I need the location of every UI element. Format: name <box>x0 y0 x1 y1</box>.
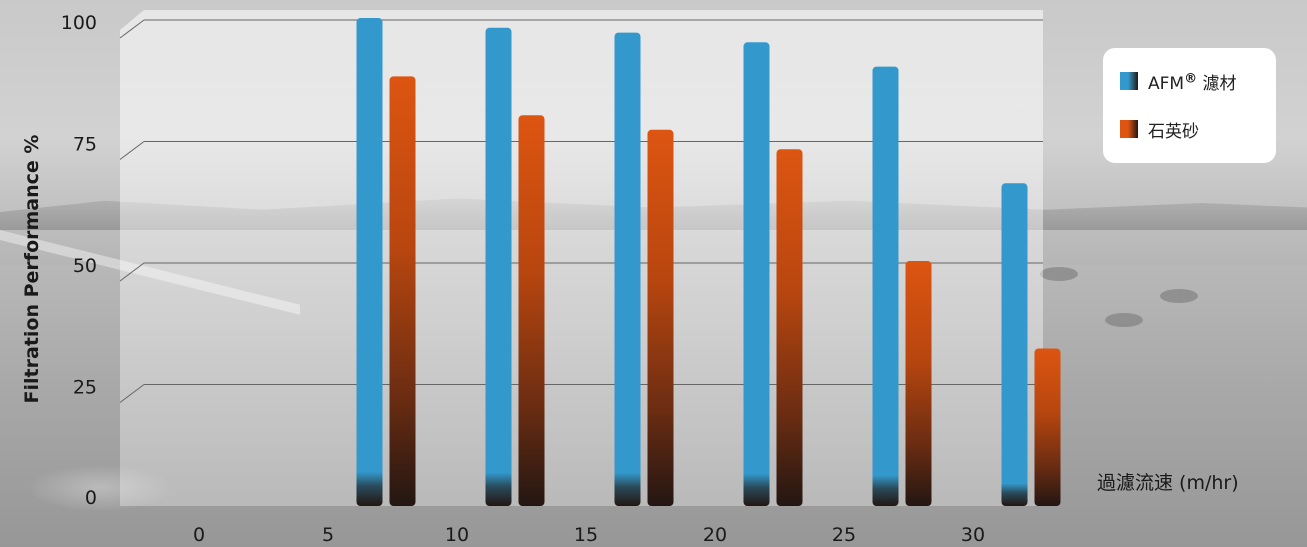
bar-afm <box>1001 183 1028 507</box>
background-post <box>1040 267 1078 281</box>
x-tick-label: 25 <box>832 524 856 546</box>
y-tick-label: 50 <box>73 255 97 277</box>
background-post <box>1160 289 1198 303</box>
bar-quartz-sand <box>776 149 803 506</box>
y-tick-label: 25 <box>73 377 97 399</box>
x-tick-label: 20 <box>703 524 727 546</box>
background-post <box>1105 313 1143 327</box>
y-axis-ticks: 0 25 50 75 100 <box>61 12 97 509</box>
bar-afm <box>872 66 899 506</box>
x-tick-label: 5 <box>322 524 334 546</box>
gridline-bevel <box>119 141 145 160</box>
bar-afm <box>356 18 383 506</box>
legend-item-afm: AFM® 濾材 <box>1120 66 1236 96</box>
gridline-bevel <box>119 19 145 39</box>
plot-area <box>120 10 1043 506</box>
y-tick-label: 0 <box>85 487 97 509</box>
x-tick-label: 10 <box>445 524 469 546</box>
legend-item-quartz-sand: 石英砂 <box>1120 114 1199 144</box>
x-axis-ticks: 0 5 10 15 20 25 30 <box>193 524 985 546</box>
legend-label-afm-suffix: 濾材 <box>1197 73 1237 94</box>
legend-label-afm-base: AFM <box>1148 73 1185 94</box>
bar-afm <box>743 42 770 507</box>
bar-afm <box>614 32 641 506</box>
legend-swatch-quartz-sand <box>1120 120 1138 138</box>
x-axis-label: 過濾流速 (m/hr) <box>1097 472 1239 494</box>
legend-label-afm: AFM® 濾材 <box>1148 69 1236 94</box>
y-tick-label: 75 <box>73 134 97 156</box>
legend-label-quartz-sand: 石英砂 <box>1148 121 1199 142</box>
registered-mark: ® <box>1184 70 1198 86</box>
x-tick-label: 30 <box>961 524 985 546</box>
y-axis-label: Filtration Performance % <box>21 134 43 404</box>
bar-quartz-sand <box>905 261 932 506</box>
x-tick-label: 0 <box>193 524 205 546</box>
legend: 石英砂 AFM® 濾材 <box>1103 48 1276 163</box>
bar-quartz-sand <box>1034 348 1061 506</box>
x-tick-label: 15 <box>574 524 598 546</box>
legend-swatch-afm <box>1120 72 1138 90</box>
bar-quartz-sand <box>647 129 674 506</box>
bar-quartz-sand <box>389 76 416 506</box>
bars <box>356 18 1061 507</box>
gridline-bevel <box>119 262 145 282</box>
bar-afm <box>485 27 512 506</box>
gridline-bevel <box>119 384 145 403</box>
bar-quartz-sand <box>518 115 545 506</box>
y-tick-label: 100 <box>61 12 97 34</box>
